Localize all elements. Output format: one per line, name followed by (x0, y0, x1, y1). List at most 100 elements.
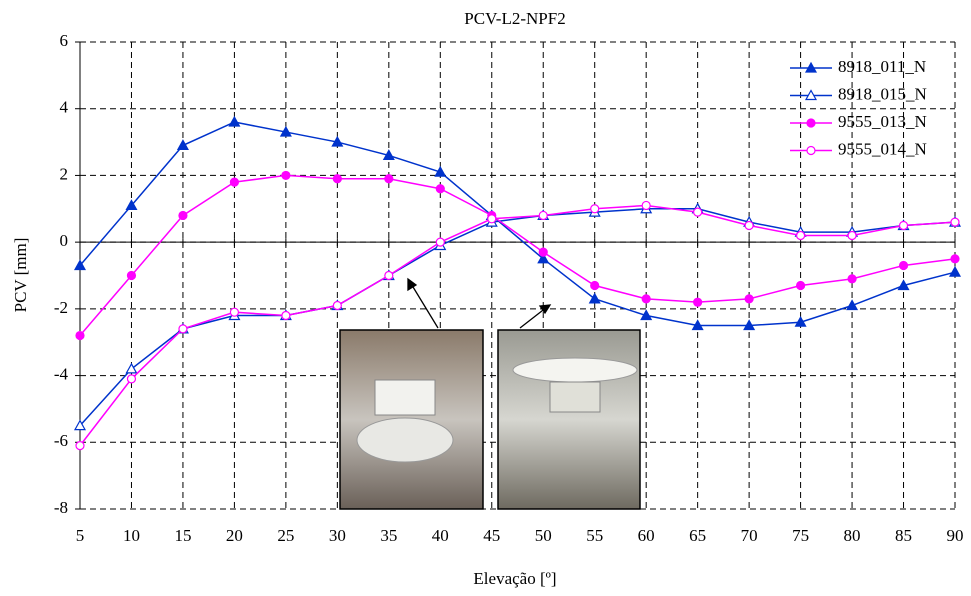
legend-marker (806, 118, 816, 128)
marker (125, 199, 138, 211)
marker (126, 270, 137, 281)
marker (640, 309, 653, 321)
marker (228, 115, 241, 127)
marker (744, 220, 754, 231)
marker (590, 280, 600, 291)
series-line (79, 204, 956, 447)
series-line (79, 121, 956, 327)
marker (641, 294, 651, 304)
x-tick-label: 75 (792, 526, 809, 545)
marker (795, 230, 806, 241)
marker (382, 149, 395, 161)
marker (281, 310, 291, 321)
x-tick-label: 70 (741, 526, 758, 545)
y-tick-label: -8 (54, 498, 68, 517)
marker (693, 207, 703, 217)
x-tick-label: 90 (947, 526, 964, 545)
marker (178, 324, 188, 334)
marker (75, 441, 85, 451)
legend-label: 9555_013_N (838, 112, 927, 131)
y-tick-label: 0 (60, 231, 69, 250)
marker (743, 319, 756, 331)
marker (434, 165, 447, 177)
x-tick-label: 60 (638, 526, 655, 545)
marker (125, 362, 138, 374)
legend-marker (804, 61, 818, 73)
marker (538, 210, 548, 221)
marker (332, 174, 342, 184)
x-tick-label: 80 (844, 526, 861, 545)
marker (744, 294, 754, 304)
marker (384, 174, 394, 184)
marker (948, 265, 962, 277)
legend-label: 9555_014_N (838, 139, 927, 158)
marker (847, 274, 857, 284)
marker (693, 297, 703, 307)
y-tick-label: -6 (54, 431, 68, 450)
photo (497, 329, 641, 510)
marker (73, 419, 87, 431)
marker (73, 259, 87, 271)
marker (178, 210, 188, 221)
x-tick-label: 45 (483, 526, 500, 545)
y-tick-label: 6 (60, 31, 69, 50)
marker (332, 300, 342, 311)
marker (331, 135, 344, 147)
x-tick-label: 15 (174, 526, 191, 545)
x-tick-label: 50 (535, 526, 552, 545)
marker (588, 292, 601, 304)
marker (794, 315, 807, 327)
x-tick-label: 35 (380, 526, 397, 545)
x-tick-label: 85 (895, 526, 912, 545)
marker (898, 260, 909, 271)
legend-marker (804, 89, 818, 101)
plot-area (73, 115, 962, 451)
marker (950, 254, 960, 264)
x-tick-label: 5 (76, 526, 85, 545)
legend: 8918_011_N 8918_015_N 9555_013_N 9555_014_N (790, 57, 927, 158)
legend-label: 8918_015_N (838, 84, 927, 103)
x-tick-label: 55 (586, 526, 603, 545)
x-tick-label: 25 (277, 526, 294, 545)
photo (339, 329, 484, 510)
series-line (79, 174, 956, 337)
chart-title: PCV-L2-NPF2 (464, 9, 565, 28)
x-tick-label: 20 (226, 526, 243, 545)
marker (847, 230, 857, 241)
y-axis-title: PCV [mm] (11, 238, 30, 313)
marker (897, 279, 910, 291)
marker (126, 374, 137, 384)
x-tick-label: 65 (689, 526, 706, 545)
marker (435, 184, 445, 194)
marker (898, 220, 909, 231)
marker (691, 319, 704, 331)
marker (795, 280, 806, 291)
y-tick-label: 2 (60, 164, 69, 183)
arrow (407, 277, 552, 329)
marker (538, 247, 548, 257)
legend-marker (806, 145, 816, 156)
marker (229, 307, 240, 317)
marker (281, 170, 291, 181)
y-tick-label: -2 (54, 298, 68, 317)
legend-label: 8918_011_N (838, 57, 926, 76)
marker (537, 252, 550, 264)
marker (176, 139, 189, 151)
marker (950, 217, 960, 227)
x-tick-label: 10 (123, 526, 140, 545)
series-line (79, 208, 956, 427)
marker (590, 204, 600, 214)
marker (279, 125, 292, 137)
x-tick-label: 30 (329, 526, 346, 545)
y-tick-label: -4 (54, 364, 69, 383)
marker (641, 200, 651, 211)
marker (435, 237, 445, 247)
x-axis-title: Elevação [º] (473, 569, 556, 588)
marker (75, 330, 85, 341)
marker (384, 270, 394, 281)
x-tick-label: 40 (432, 526, 449, 545)
y-tick-label: 4 (60, 98, 69, 117)
marker (229, 177, 240, 187)
